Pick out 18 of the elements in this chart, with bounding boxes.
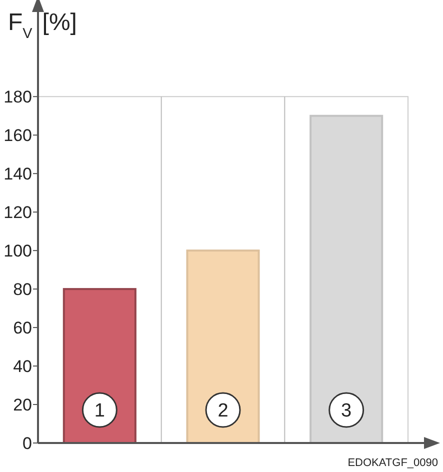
bar <box>186 250 260 444</box>
y-tick-label: 60 <box>13 318 32 338</box>
bar <box>310 114 384 444</box>
x-tick-label: 3 <box>341 400 352 422</box>
y-tick-label: 120 <box>4 203 32 222</box>
y-tick-label: 40 <box>13 356 32 376</box>
y-tick-label: 20 <box>13 395 32 414</box>
y-axis-title: F$_{V}$[%] <box>8 9 77 42</box>
y-tick-label: 100 <box>4 242 32 261</box>
x-tick-label: 1 <box>94 400 105 422</box>
bar <box>62 288 136 444</box>
text: EDOKATGF_0090 <box>348 457 438 469</box>
x-tick-label: 2 <box>218 400 228 422</box>
y-tick-label: 180 <box>4 88 32 107</box>
y-tick-label: 160 <box>4 126 32 146</box>
y-tick-label: 0 <box>22 434 32 453</box>
y-tick-label: 80 <box>13 280 32 299</box>
y-tick-label: 140 <box>4 164 32 184</box>
